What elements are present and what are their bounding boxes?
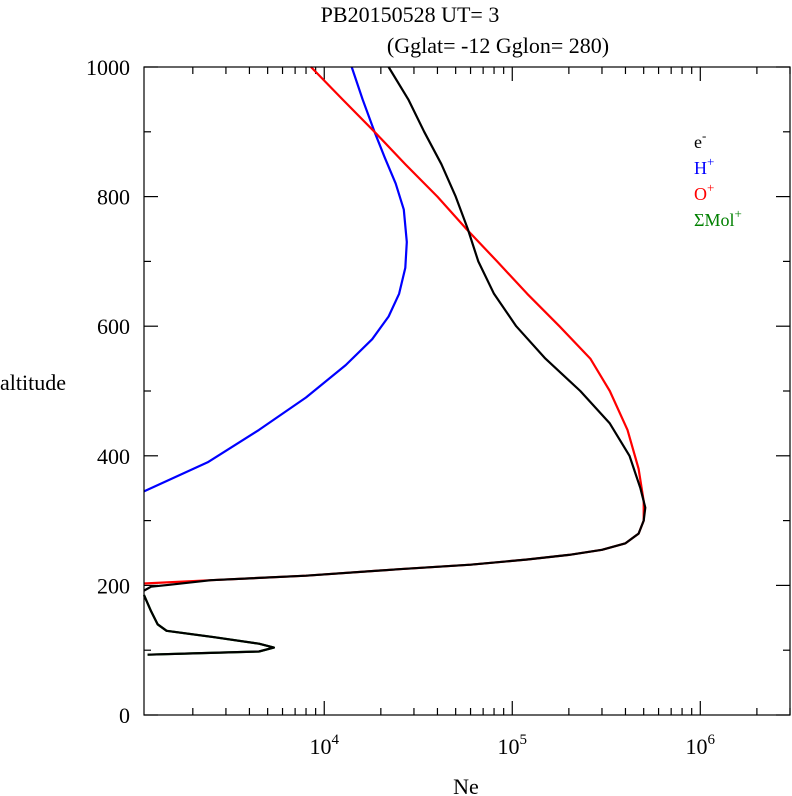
legend-entry: ΣMol+ xyxy=(694,206,742,230)
y-tick-label: 1000 xyxy=(86,55,130,80)
series-line-3 xyxy=(143,66,647,592)
chart-title-line2: (Gglat= -12 Gglon= 280) xyxy=(387,33,609,58)
series-line-1 xyxy=(142,594,275,656)
y-axis-label: altitude xyxy=(0,370,66,395)
plot-frame xyxy=(143,66,791,716)
series-line-2 xyxy=(143,66,645,585)
axis-ticks xyxy=(144,66,791,716)
series-line-4 xyxy=(142,594,275,656)
y-tick-labels: 0 200 400 600 800 1000 xyxy=(86,55,130,728)
chart-title-line1: PB20150528 UT= 3 xyxy=(321,2,500,27)
series-line-0 xyxy=(143,66,408,493)
x-axis-label: Ne xyxy=(453,774,479,796)
x-tick-label: 105 xyxy=(498,732,528,759)
y-tick-label: 400 xyxy=(97,444,130,469)
y-tick-label: 600 xyxy=(97,314,130,339)
legend: e-H+O+ΣMol+ xyxy=(694,128,742,230)
y-tick-label: 800 xyxy=(97,185,130,210)
x-tick-label: 106 xyxy=(686,732,716,759)
y-tick-label: 200 xyxy=(97,573,130,598)
legend-entry: H+ xyxy=(694,154,714,178)
legend-entry: e- xyxy=(694,128,706,152)
legend-entry: O+ xyxy=(694,180,714,204)
x-tick-label: 104 xyxy=(309,732,339,759)
y-tick-label: 0 xyxy=(119,703,130,728)
x-tick-labels: 104 105 106 xyxy=(309,732,715,759)
series-group xyxy=(142,66,647,656)
